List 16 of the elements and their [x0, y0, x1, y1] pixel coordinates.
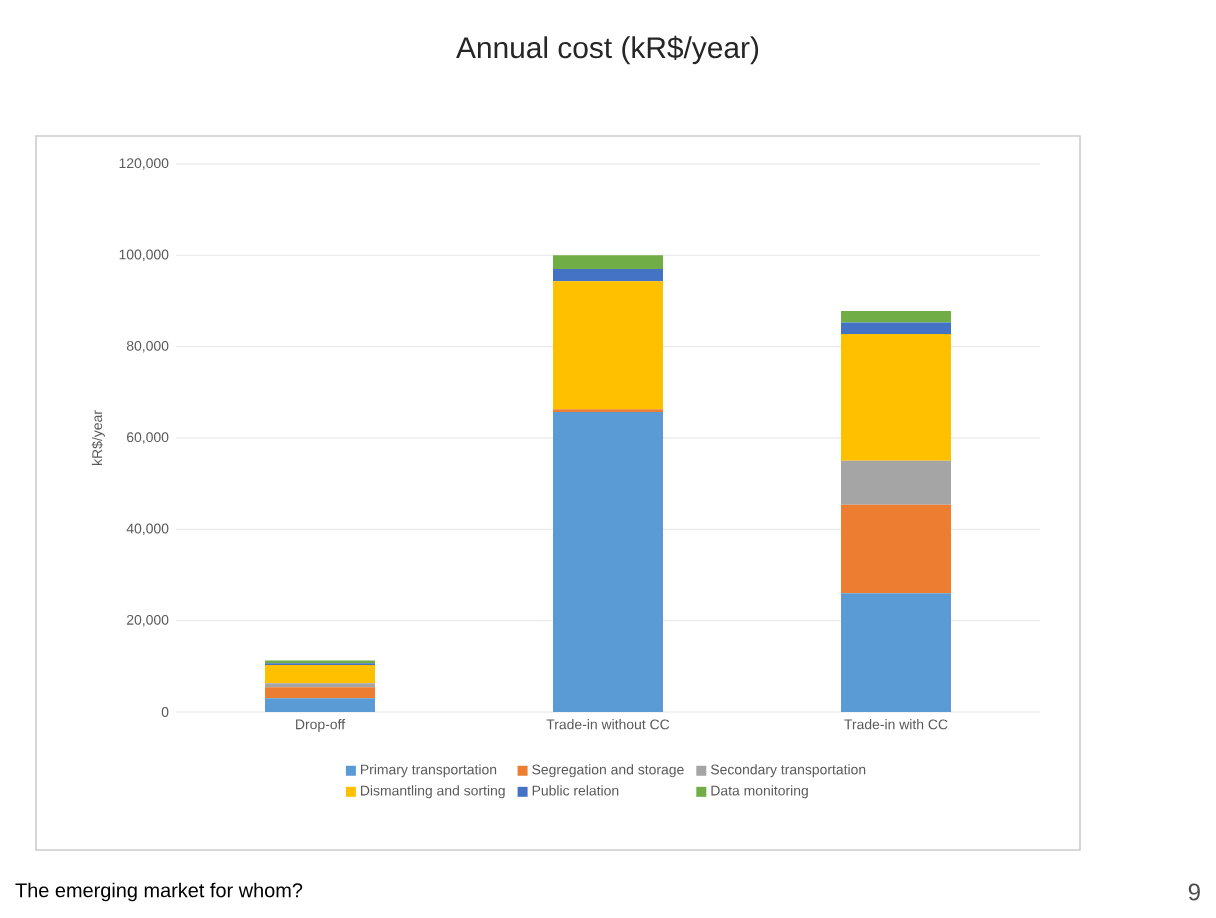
- bar: [553, 255, 664, 270]
- bar: [265, 698, 375, 712]
- bar: [841, 311, 952, 323]
- bar: [265, 687, 375, 699]
- bar: [553, 269, 664, 282]
- bar: [265, 664, 375, 684]
- bar: [553, 411, 664, 712]
- bar: [841, 504, 952, 594]
- bar: [841, 333, 952, 461]
- chart-title: Annual cost (kR$/year): [456, 35, 759, 65]
- text: 9: [1188, 883, 1200, 901]
- bar: [841, 322, 952, 334]
- text: The emerging market for whom?: [15, 882, 303, 902]
- bar: [841, 460, 952, 505]
- bar: [841, 593, 952, 712]
- bar: [553, 281, 664, 410]
